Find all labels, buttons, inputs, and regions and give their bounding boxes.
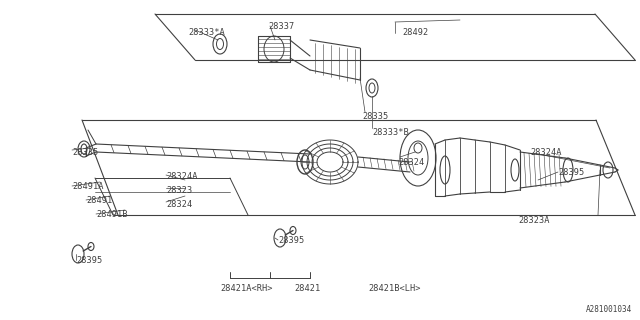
Text: 28335: 28335 [362,112,388,121]
Text: 28324: 28324 [166,200,192,209]
Text: 28395: 28395 [76,256,102,265]
Text: 28492: 28492 [402,28,428,37]
Text: 28335: 28335 [72,148,99,157]
Text: 28324A: 28324A [166,172,198,181]
Text: 28324A: 28324A [530,148,561,157]
Text: 28323A: 28323A [518,216,550,225]
Text: 28395: 28395 [278,236,304,245]
Text: 28421B<LH>: 28421B<LH> [368,284,420,293]
Text: A281001034: A281001034 [586,305,632,314]
Text: 28421: 28421 [294,284,320,293]
Text: 28395: 28395 [558,168,584,177]
Text: 28323: 28323 [166,186,192,195]
Text: 28333*A: 28333*A [188,28,225,37]
Text: 28333*B: 28333*B [372,128,409,137]
Text: 28491A: 28491A [72,182,104,191]
Text: 28421A<RH>: 28421A<RH> [220,284,273,293]
Text: 28337: 28337 [268,22,294,31]
Text: 28491: 28491 [86,196,112,205]
Text: 28324: 28324 [398,158,424,167]
Text: 28491B: 28491B [96,210,127,219]
